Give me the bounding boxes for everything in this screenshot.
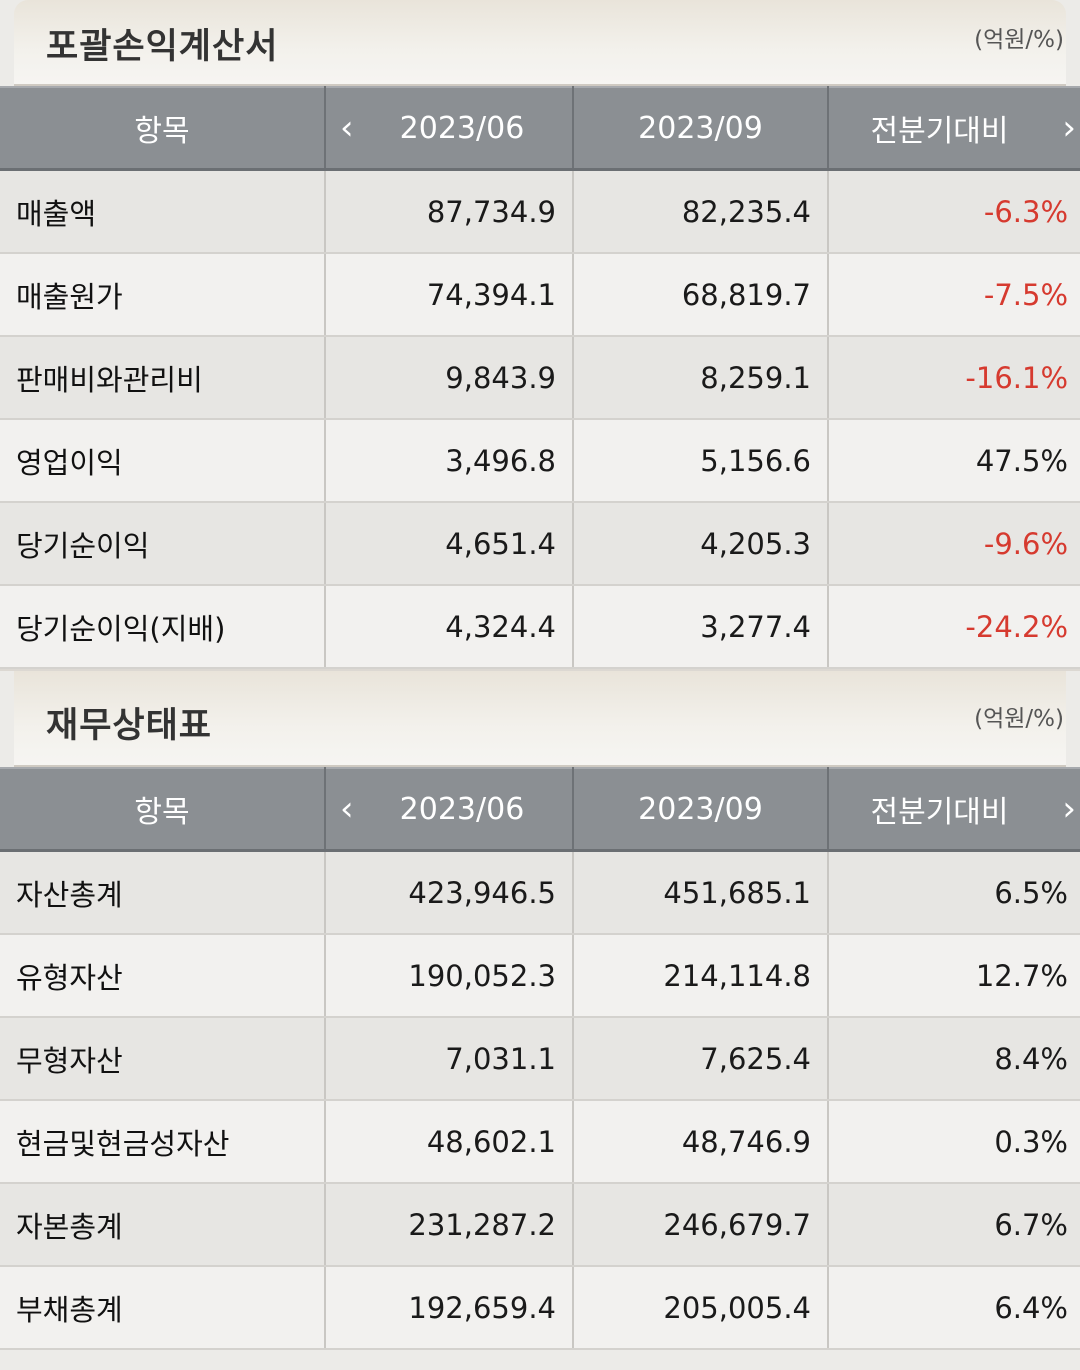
value-prev-period: 9,843.9 [325, 336, 574, 420]
table-row[interactable]: 유형자산 190,052.3 214,114.8 12.7% [0, 934, 1080, 1018]
income-statement-title: 포괄손익계산서 [46, 27, 279, 67]
value-change: 0.3% [828, 1100, 1080, 1184]
balance-sheet-body: 자산총계 423,946.5 451,685.1 6.5% 유형자산 190,052.3 2… [0, 850, 1080, 1350]
value-curr-period: 246,679.7 [573, 1183, 829, 1267]
column-header-prev-period: ‹ 2023/06 [325, 86, 574, 171]
row-label: 자산총계 [0, 850, 326, 935]
table-row[interactable]: 당기순이익(지배) 4,324.4 3,277.4 -24.2% [0, 585, 1080, 669]
row-label: 부채총계 [0, 1266, 326, 1350]
value-change: -16.1% [828, 336, 1080, 420]
table-row[interactable]: 매출원가 74,394.1 68,819.7 -7.5% [0, 253, 1080, 337]
column-header-curr-period: 2023/09 [573, 86, 829, 171]
value-curr-period: 7,625.4 [573, 1017, 829, 1101]
value-change: -7.5% [828, 253, 1080, 337]
table-row[interactable]: 부채총계 192,659.4 205,005.4 6.4% [0, 1266, 1080, 1350]
row-label: 당기순이익(지배) [0, 585, 326, 669]
value-prev-period: 4,324.4 [325, 585, 574, 669]
value-curr-period: 48,746.9 [573, 1100, 829, 1184]
table-row[interactable]: 영업이익 3,496.8 5,156.6 47.5% [0, 419, 1080, 503]
row-label: 매출액 [0, 169, 326, 254]
value-change: 6.4% [828, 1266, 1080, 1350]
balance-sheet-unit: (억원/%) [974, 706, 1064, 732]
value-curr-period: 82,235.4 [573, 169, 829, 254]
row-label: 판매비와관리비 [0, 336, 326, 420]
table-row[interactable]: 당기순이익 4,651.4 4,205.3 -9.6% [0, 502, 1080, 586]
value-curr-period: 3,277.4 [573, 585, 829, 669]
value-prev-period: 190,052.3 [325, 934, 574, 1018]
row-label: 현금및현금성자산 [0, 1100, 326, 1184]
row-label: 자본총계 [0, 1183, 326, 1267]
income-statement-unit: (억원/%) [974, 27, 1064, 53]
row-label: 매출원가 [0, 253, 326, 337]
value-curr-period: 8,259.1 [573, 336, 829, 420]
column-header-curr-period: 2023/09 [573, 767, 829, 852]
value-prev-period: 231,287.2 [325, 1183, 574, 1267]
column-header-item: 항목 [0, 767, 326, 852]
table-header-row: 항목 ‹ 2023/06 2023/09 전분기대비 › [0, 86, 1080, 171]
chevron-left-icon[interactable]: ‹ [340, 789, 354, 829]
column-header-item: 항목 [0, 86, 326, 171]
row-label: 당기순이익 [0, 502, 326, 586]
table-row[interactable]: 매출액 87,734.9 82,235.4 -6.3% [0, 169, 1080, 254]
table-row[interactable]: 무형자산 7,031.1 7,625.4 8.4% [0, 1017, 1080, 1101]
row-label: 무형자산 [0, 1017, 326, 1101]
chevron-left-icon[interactable]: ‹ [340, 108, 354, 148]
table-row[interactable]: 현금및현금성자산 48,602.1 48,746.9 0.3% [0, 1100, 1080, 1184]
value-prev-period: 3,496.8 [325, 419, 574, 503]
value-prev-period: 87,734.9 [325, 169, 574, 254]
row-label: 유형자산 [0, 934, 326, 1018]
table-row[interactable]: 자산총계 423,946.5 451,685.1 6.5% [0, 850, 1080, 935]
balance-sheet-header: 재무상태표 (억원/%) [14, 671, 1066, 767]
section-divider [0, 669, 1080, 671]
value-change: 47.5% [828, 419, 1080, 503]
value-prev-period: 423,946.5 [325, 850, 574, 935]
value-prev-period: 48,602.1 [325, 1100, 574, 1184]
income-statement-body: 매출액 87,734.9 82,235.4 -6.3% 매출원가 74,394.1 68,8… [0, 169, 1080, 669]
value-change: -6.3% [828, 169, 1080, 254]
chevron-right-icon[interactable]: › [1062, 108, 1076, 148]
value-curr-period: 214,114.8 [573, 934, 829, 1018]
value-change: -9.6% [828, 502, 1080, 586]
balance-sheet-table: 항목 ‹ 2023/06 2023/09 전분기대비 › 자산총계 423,946… [0, 767, 1080, 1350]
value-prev-period: 74,394.1 [325, 253, 574, 337]
chevron-right-icon[interactable]: › [1062, 789, 1076, 829]
income-statement-header: 포괄손익계산서 (억원/%) [14, 0, 1066, 86]
table-header-row: 항목 ‹ 2023/06 2023/09 전분기대비 › [0, 767, 1080, 852]
value-change: 6.7% [828, 1183, 1080, 1267]
balance-sheet-title: 재무상태표 [46, 706, 213, 746]
value-curr-period: 451,685.1 [573, 850, 829, 935]
income-statement-table: 항목 ‹ 2023/06 2023/09 전분기대비 › 매출액 87,734.9… [0, 86, 1080, 669]
column-header-prev-period: ‹ 2023/06 [325, 767, 574, 852]
value-change: -24.2% [828, 585, 1080, 669]
value-prev-period: 4,651.4 [325, 502, 574, 586]
value-curr-period: 205,005.4 [573, 1266, 829, 1350]
table-row[interactable]: 자본총계 231,287.2 246,679.7 6.7% [0, 1183, 1080, 1267]
value-curr-period: 4,205.3 [573, 502, 829, 586]
value-change: 6.5% [828, 850, 1080, 935]
value-prev-period: 192,659.4 [325, 1266, 574, 1350]
column-header-change: 전분기대비 › [828, 767, 1080, 852]
row-label: 영업이익 [0, 419, 326, 503]
column-header-change: 전분기대비 › [828, 86, 1080, 171]
value-prev-period: 7,031.1 [325, 1017, 574, 1101]
value-curr-period: 68,819.7 [573, 253, 829, 337]
value-curr-period: 5,156.6 [573, 419, 829, 503]
table-row[interactable]: 판매비와관리비 9,843.9 8,259.1 -16.1% [0, 336, 1080, 420]
value-change: 12.7% [828, 934, 1080, 1018]
value-change: 8.4% [828, 1017, 1080, 1101]
